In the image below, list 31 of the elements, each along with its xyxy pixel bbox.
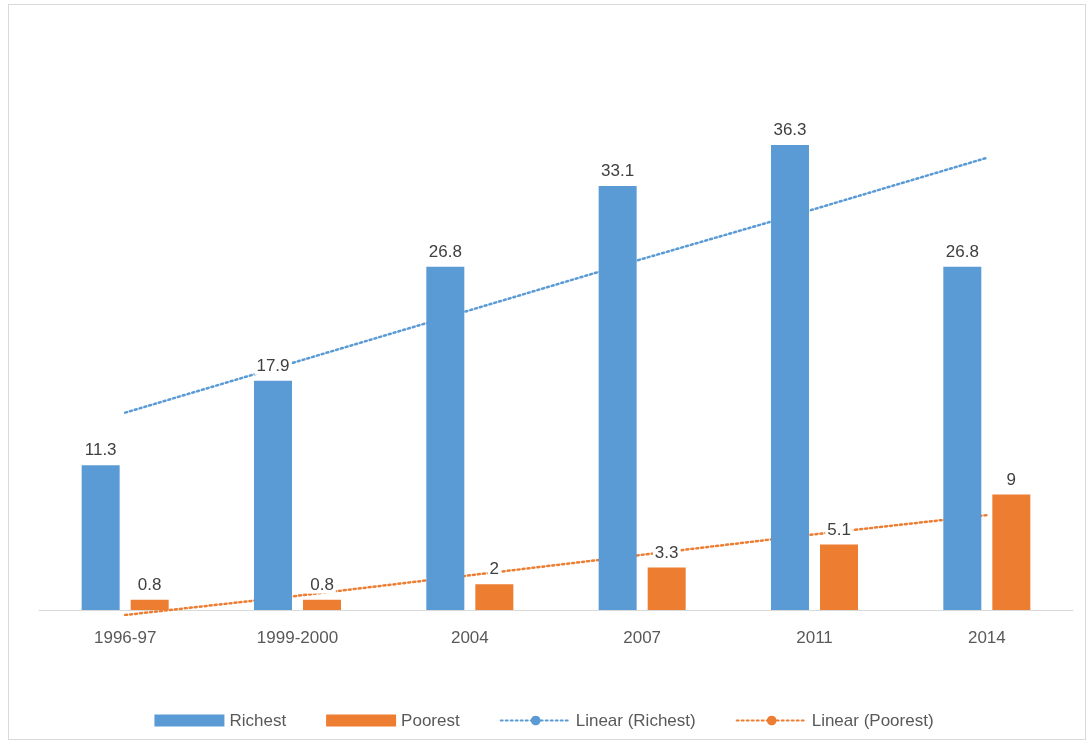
bar [130, 599, 169, 610]
data-label: 11.3 [84, 440, 117, 460]
x-tick-label: 2014 [967, 628, 1006, 647]
legend-label: Poorest [401, 711, 460, 730]
x-tick-label: 2004 [450, 628, 489, 647]
data-label: 33.1 [601, 160, 635, 180]
data-label: 26.8 [945, 241, 979, 261]
bar [820, 544, 859, 610]
bar [81, 465, 120, 610]
bar [475, 584, 514, 610]
data-label: 17.9 [256, 355, 290, 375]
data-label: 5.1 [827, 519, 851, 539]
x-tick-label: 2011 [796, 628, 833, 647]
x-tick-label: 2007 [623, 628, 662, 647]
bar [992, 494, 1031, 610]
data-label: 2 [489, 559, 500, 579]
data-label: 9 [1006, 469, 1017, 489]
x-tick-label: 1999-2000 [256, 628, 339, 647]
data-label: 3.3 [654, 542, 679, 562]
bar [943, 266, 982, 610]
bar [253, 380, 292, 610]
x-tick-label: 1996-97 [93, 628, 157, 647]
bar [303, 599, 342, 610]
bar [647, 567, 686, 610]
legend-label: Linear (Richest) [575, 711, 696, 730]
data-label: 26.8 [428, 241, 462, 261]
legend-label: Linear (Poorest) [811, 711, 934, 730]
legend-label: Richest [229, 711, 287, 730]
data-label: 0.8 [310, 574, 334, 594]
data-label: 36.3 [773, 120, 807, 139]
data-label: 0.8 [137, 574, 162, 594]
